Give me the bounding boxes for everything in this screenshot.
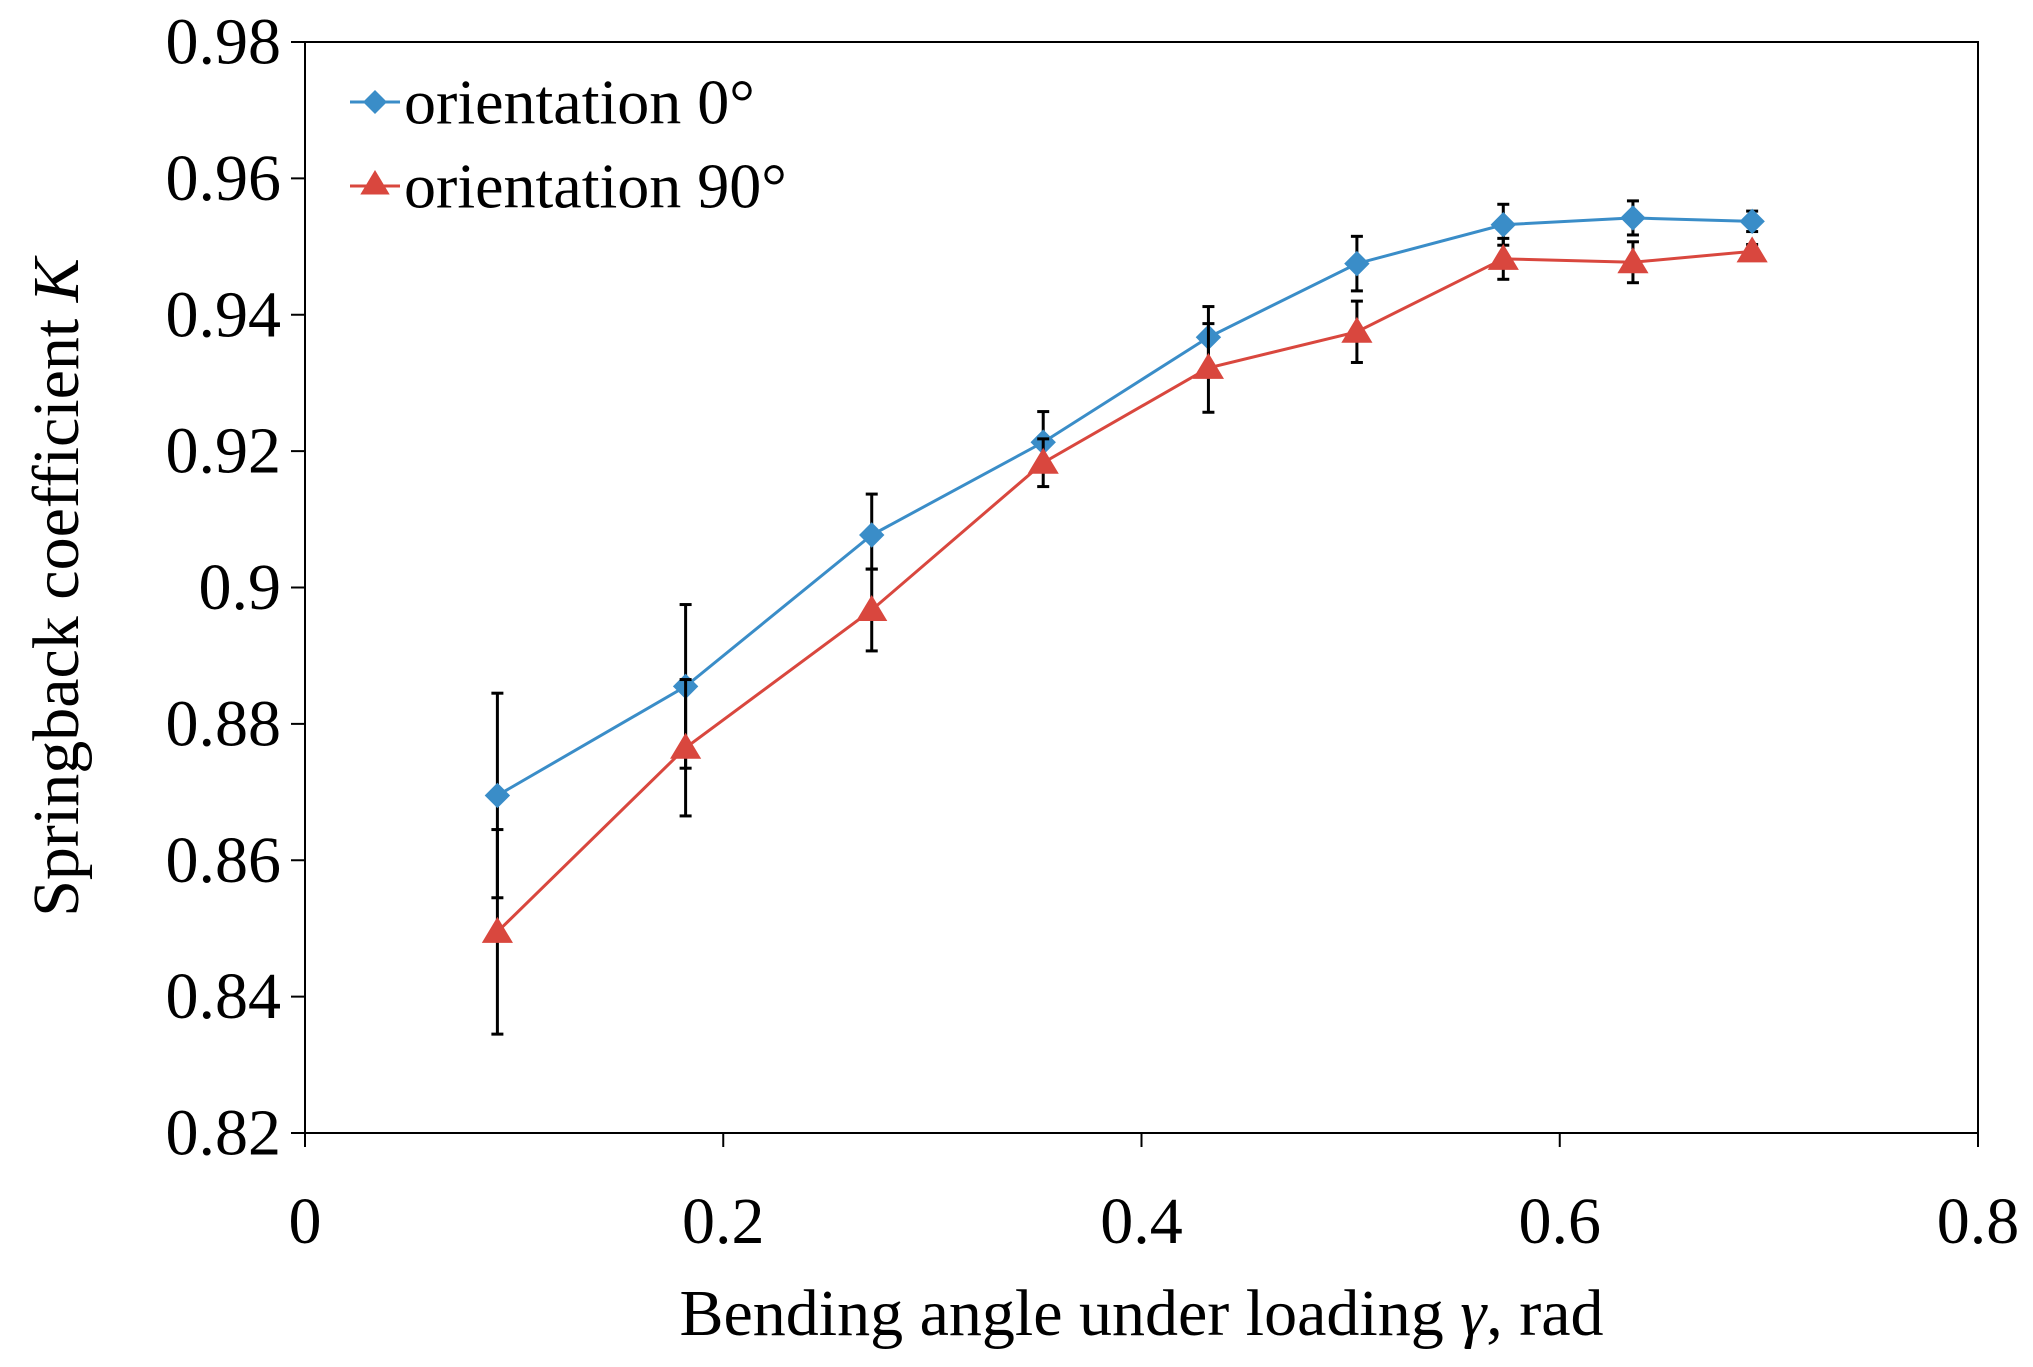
- data-point: [484, 782, 511, 809]
- legend-entry-orientation-0: orientation 0°: [350, 67, 755, 138]
- series-layer: [481, 199, 1768, 1036]
- x-tick-label: 0.6: [1519, 1185, 1602, 1258]
- y-tick-label: 0.82: [166, 1097, 282, 1170]
- x-axis-title: Bending angle under loading γ, rad: [679, 1277, 1603, 1350]
- legend-marker-orientation-0: [363, 90, 387, 114]
- data-point: [859, 522, 885, 548]
- y-tick-label: 0.96: [166, 142, 282, 215]
- y-axis-title-symbol: K: [20, 255, 93, 303]
- y-axis-title-text: Springback coefficient: [20, 302, 93, 917]
- y-tick-label: 0.92: [166, 415, 282, 488]
- legend-marker-orientation-90: [360, 170, 390, 195]
- y-tick-label: 0.94: [166, 278, 282, 351]
- data-point: [1027, 447, 1059, 474]
- x-tick-label: 0: [289, 1185, 322, 1258]
- data-point: [1192, 352, 1225, 379]
- data-point: [1617, 247, 1649, 274]
- legend-label-orientation-0: orientation 0°: [404, 67, 755, 138]
- axes-layer: 0.82 0.84 0.86 0.88 0.9 0.92 0.94 0.96 0.98 0 0.2 0…: [166, 6, 2020, 1259]
- x-axis-title-unit: , rad: [1486, 1277, 1603, 1350]
- data-point: [670, 732, 702, 759]
- y-tick-label: 0.86: [166, 824, 282, 897]
- data-point: [1341, 316, 1373, 343]
- data-point: [1490, 212, 1516, 238]
- series-1: [481, 236, 1768, 1036]
- data-point: [481, 916, 513, 943]
- y-axis-title: Springback coefficient K: [20, 255, 93, 917]
- x-tick-label: 0.2: [682, 1185, 765, 1258]
- x-axis-title-symbol: γ: [1460, 1277, 1488, 1350]
- y-tick-label: 0.9: [199, 551, 282, 624]
- data-point: [1344, 250, 1370, 277]
- data-point: [1736, 236, 1768, 263]
- data-point: [856, 595, 888, 622]
- data-point: [1739, 208, 1765, 235]
- x-axis-title-text: Bending angle under loading: [679, 1277, 1460, 1350]
- data-point: [1487, 243, 1519, 270]
- legend: orientation 0° orientation 90°: [350, 67, 787, 222]
- x-tick-label: 0.8: [1937, 1185, 2020, 1258]
- y-tick-label: 0.98: [166, 6, 282, 79]
- y-tick-label: 0.88: [166, 687, 282, 760]
- legend-entry-orientation-90: orientation 90°: [350, 151, 787, 222]
- y-tick-label: 0.84: [166, 960, 282, 1033]
- x-tick-label: 0.4: [1100, 1185, 1183, 1258]
- legend-label-orientation-90: orientation 90°: [404, 151, 787, 222]
- data-point: [1620, 205, 1646, 231]
